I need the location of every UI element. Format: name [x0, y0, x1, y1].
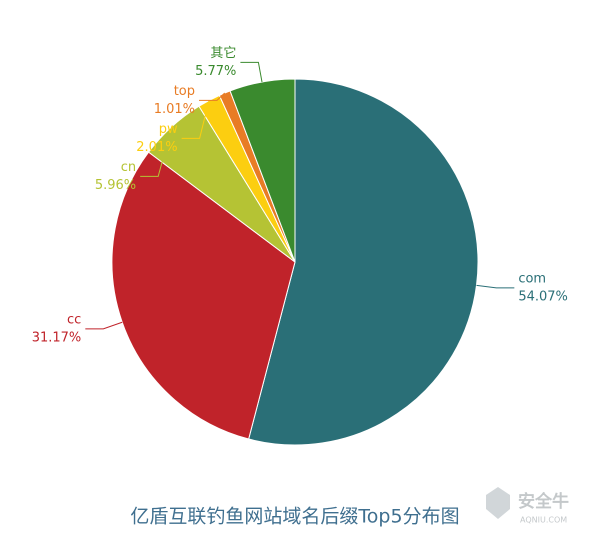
watermark-url: AQNIU.COM	[520, 516, 567, 525]
watermark-text: 安全牛	[518, 491, 569, 512]
slice-label: com	[518, 271, 546, 286]
leader-line	[476, 284, 515, 289]
slice-label: top	[174, 84, 195, 99]
slice-label: pw	[159, 122, 178, 137]
pie-slice	[111, 151, 296, 440]
leader-line	[199, 92, 226, 101]
leader-line	[140, 126, 173, 177]
slice-value-label: 5.77%	[195, 64, 236, 79]
slice-value-label: 31.17%	[32, 330, 82, 345]
slice-value-label: 2.01%	[136, 140, 177, 155]
slice-value-label: 54.07%	[518, 289, 568, 304]
slice-label: cc	[67, 312, 81, 327]
leader-line	[85, 321, 123, 330]
leader-line	[240, 61, 263, 83]
chart-title: 亿盾互联钓鱼网站域名后缀Top5分布图	[130, 506, 459, 528]
leader-line	[181, 100, 210, 139]
watermark-logo	[486, 487, 510, 519]
slice-value-label: 5.96%	[95, 178, 136, 193]
slice-label: 其它	[210, 45, 236, 61]
pie-slice	[248, 78, 479, 446]
slice-value-label: 1.01%	[154, 102, 195, 117]
watermark: 安全牛 AQNIU.COM	[486, 487, 569, 525]
slice-label: cn	[121, 160, 136, 175]
pie-slice	[229, 78, 296, 263]
